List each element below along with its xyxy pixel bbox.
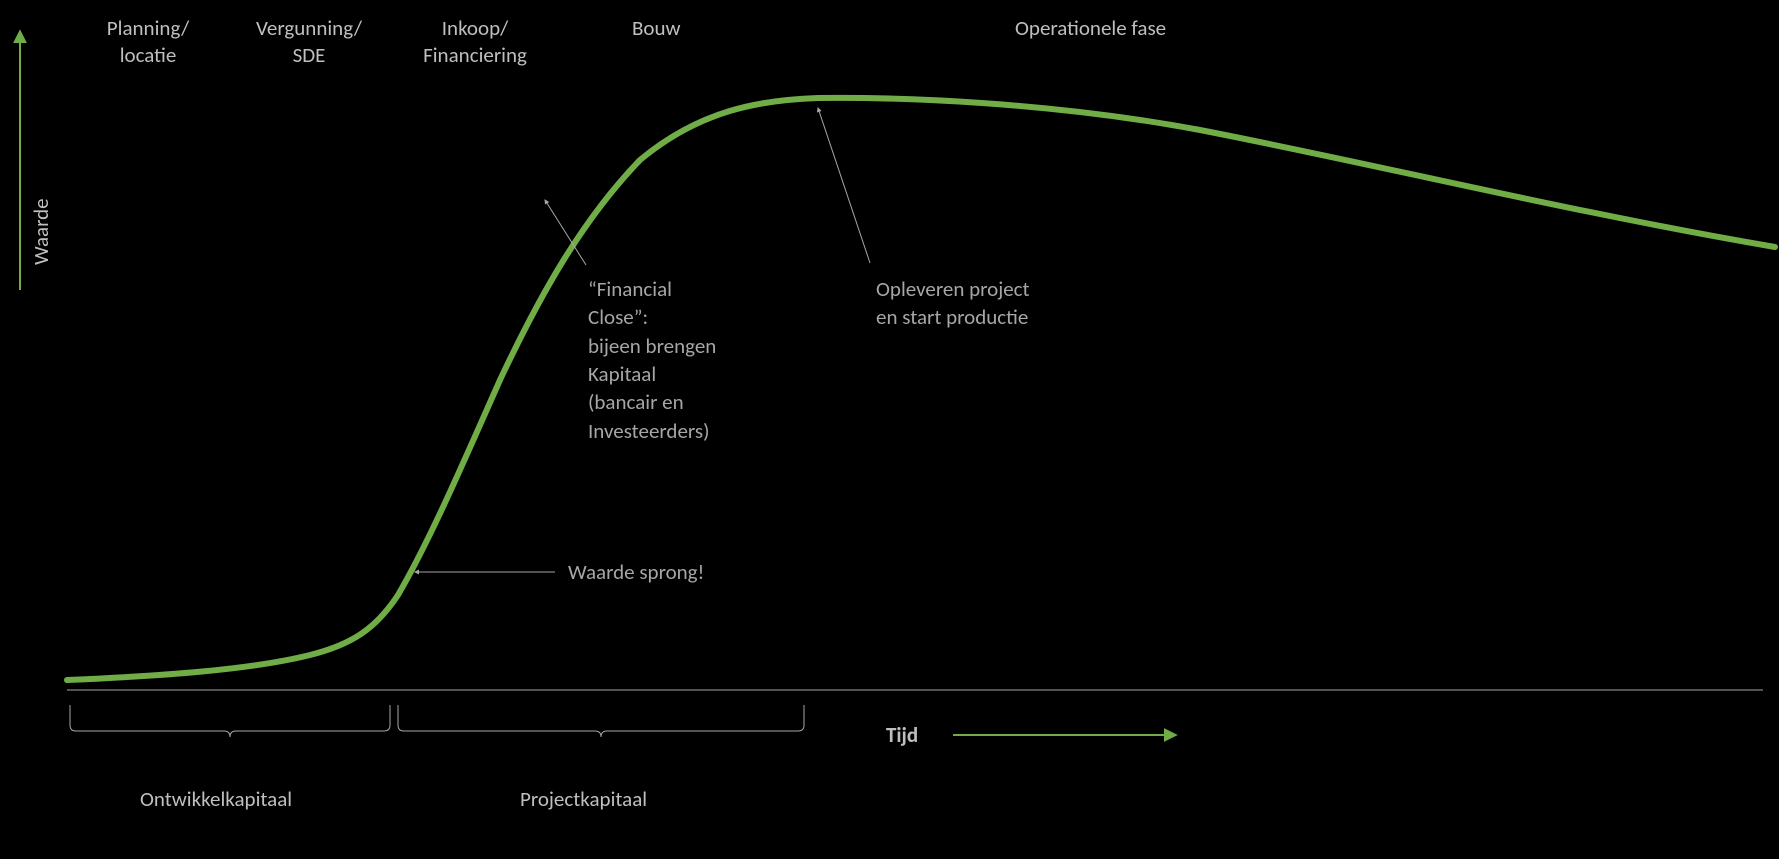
- y-axis-label: Waarde: [28, 198, 54, 265]
- fc-l1: Close”:: [588, 304, 648, 330]
- phase-vergunning-l1: Vergunning/: [256, 15, 362, 41]
- phase-inkoop-l1: Inkoop/: [442, 15, 508, 41]
- fc-l4: (bancair en: [588, 389, 684, 415]
- fc-l3: Kapitaal: [588, 361, 656, 387]
- annotation-financial-close: “Financial Close”: bijeen brengen Kapita…: [588, 275, 716, 445]
- value-curve: [67, 98, 1775, 680]
- bracket-label-project: Projectkapitaal: [520, 786, 647, 813]
- phase-planning-l1: Planning/: [107, 15, 189, 41]
- phase-vergunning: Vergunning/ SDE: [245, 15, 373, 70]
- op-l1: en start productie: [876, 304, 1028, 330]
- bracket-ontwikkel: [70, 705, 390, 737]
- phase-oper-l1: Operationele fase: [1015, 15, 1166, 41]
- fc-l0: “Financial: [588, 276, 672, 302]
- annotation-opleveren: Opleveren project en start productie: [876, 275, 1030, 332]
- phase-inkoop-l2: Financiering: [423, 42, 527, 68]
- annotation-waarde-sprong: Waarde sprong!: [568, 558, 704, 586]
- phase-planning: Planning/ locatie: [98, 15, 198, 70]
- phase-vergunning-l2: SDE: [293, 42, 326, 68]
- fc-l2: bijeen brengen: [588, 333, 716, 359]
- arrow-opleveren: [818, 108, 870, 263]
- phase-bouw-l1: Bouw: [632, 15, 681, 41]
- op-l0: Opleveren project: [876, 276, 1030, 302]
- phase-bouw: Bouw: [632, 15, 681, 42]
- phase-inkoop: Inkoop/ Financiering: [410, 15, 540, 70]
- phase-planning-l2: locatie: [120, 42, 177, 68]
- bracket-label-ontwikkel: Ontwikkelkapitaal: [140, 786, 292, 813]
- fc-l5: Investeerders): [588, 418, 709, 444]
- x-axis-label: Tijd: [886, 722, 918, 748]
- bracket-project: [398, 705, 804, 737]
- phase-operationeel: Operationele fase: [1015, 15, 1166, 42]
